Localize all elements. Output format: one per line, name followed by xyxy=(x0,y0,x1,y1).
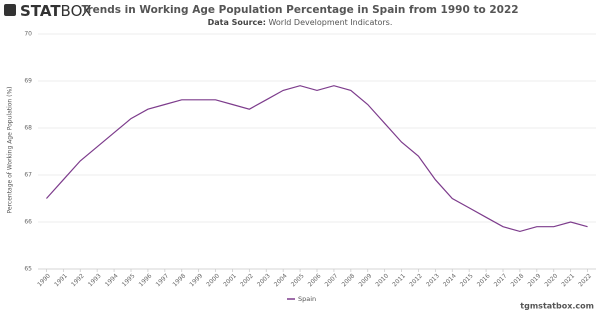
x-tick-label: 2008 xyxy=(341,272,357,288)
x-tick-label: 2017 xyxy=(493,272,509,288)
x-tick-label: 2000 xyxy=(205,272,221,288)
x-tick-label: 2002 xyxy=(239,272,255,288)
x-tick-label: 2021 xyxy=(560,272,576,288)
x-tick-label: 1998 xyxy=(171,272,187,288)
x-tick-label: 1995 xyxy=(121,272,137,288)
subtitle-text: World Development Indicators. xyxy=(268,18,392,27)
logo: STATBOX xyxy=(20,2,92,20)
subtitle: Data Source: World Development Indicator… xyxy=(208,18,393,27)
x-tick-label: 2020 xyxy=(543,272,559,288)
y-tick-label: 69 xyxy=(24,78,32,85)
x-tick-label: 2018 xyxy=(510,272,526,288)
x-tick-label: 1993 xyxy=(87,272,103,288)
x-tick-label: 1996 xyxy=(138,272,154,288)
x-tick-label: 2014 xyxy=(442,272,458,288)
x-tick-label: 2009 xyxy=(357,272,373,288)
x-tick-label: 1994 xyxy=(104,272,120,288)
x-tick-label: 1997 xyxy=(155,272,171,288)
legend-label: Spain xyxy=(298,295,316,303)
y-tick-label: 67 xyxy=(24,172,32,179)
x-tick-label: 2016 xyxy=(476,272,492,288)
x-tick-label: 2012 xyxy=(408,272,424,288)
x-tick-label: 2005 xyxy=(290,272,306,288)
x-tick-label: 1991 xyxy=(53,272,69,288)
y-tick-label: 66 xyxy=(24,219,32,226)
logo-icon xyxy=(4,4,16,16)
x-tick-label: 2019 xyxy=(527,272,543,288)
x-tick-label: 2004 xyxy=(273,272,289,288)
subtitle-label: Data Source: xyxy=(208,18,266,27)
footer: tgmstatbox.com xyxy=(520,302,594,311)
y-tick-label: 68 xyxy=(24,125,32,132)
line-series xyxy=(46,85,588,233)
x-tick-label: 2022 xyxy=(577,272,593,288)
x-tick-label: 1999 xyxy=(188,272,204,288)
chart-title: Trends in Working Age Population Percent… xyxy=(81,4,518,16)
logo-light: BOX xyxy=(61,2,92,20)
x-tick-label: 2006 xyxy=(307,272,323,288)
x-tick-label: 1990 xyxy=(36,272,52,288)
x-tick-label: 2001 xyxy=(222,272,238,288)
x-tick-label: 2013 xyxy=(425,272,441,288)
y-tick-label: 65 xyxy=(24,266,32,273)
x-tick-label: 1992 xyxy=(70,272,86,288)
x-tick-label: 2007 xyxy=(324,272,340,288)
logo-bold: STAT xyxy=(20,2,61,20)
y-axis-label: Percentage of Working Age Population (%) xyxy=(7,86,14,213)
y-tick-label: 70 xyxy=(24,31,32,38)
x-tick-label: 2003 xyxy=(256,272,272,288)
x-tick-label: 2015 xyxy=(459,272,475,288)
x-tick-label: 2011 xyxy=(391,272,407,288)
x-tick-label: 2010 xyxy=(374,272,390,288)
